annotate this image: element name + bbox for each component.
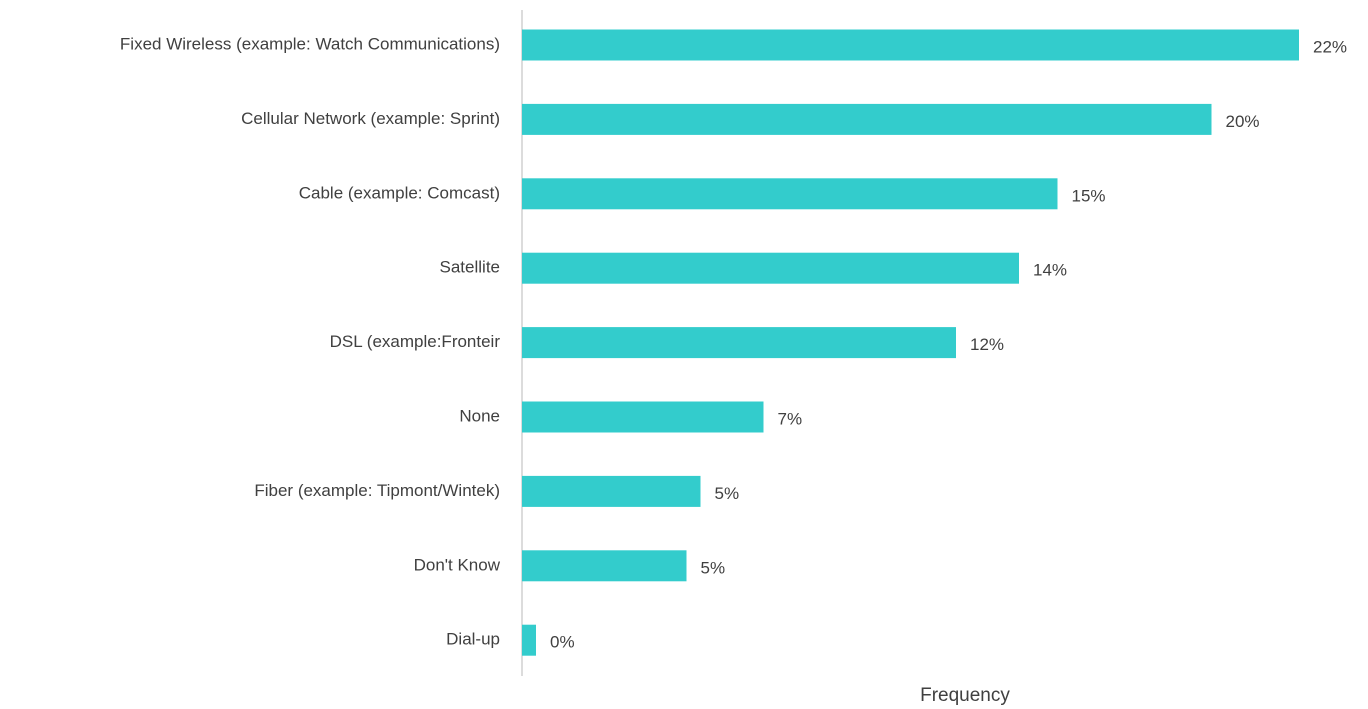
category-label: Cable (example: Comcast): [299, 183, 500, 202]
value-label: 14%: [1033, 261, 1067, 280]
bar: [522, 401, 764, 433]
value-label: 0%: [550, 633, 575, 652]
category-label: None: [459, 406, 500, 425]
category-label: DSL (example:Fronteir: [330, 332, 501, 351]
value-label: 20%: [1226, 112, 1260, 131]
bar: [522, 252, 1019, 284]
x-axis-label: Frequency: [920, 685, 1010, 706]
bar: [522, 29, 1299, 61]
bar: [522, 103, 1212, 135]
category-label: Satellite: [440, 258, 500, 277]
bar: [522, 178, 1058, 210]
value-label: 5%: [715, 484, 740, 503]
category-label: Fiber (example: Tipmont/Wintek): [254, 481, 500, 500]
category-label: Dial-up: [446, 630, 500, 649]
value-label: 5%: [701, 558, 726, 577]
category-label: Don't Know: [414, 555, 501, 574]
value-label: 15%: [1072, 186, 1106, 205]
category-label: Fixed Wireless (example: Watch Communica…: [120, 34, 500, 53]
value-label: 22%: [1313, 37, 1347, 56]
bar: [522, 327, 956, 359]
value-label: 7%: [778, 409, 803, 428]
bar: [522, 550, 687, 582]
category-label: Cellular Network (example: Sprint): [241, 109, 500, 128]
value-label: 12%: [970, 335, 1004, 354]
bar: [522, 624, 536, 656]
bar: [522, 475, 701, 507]
